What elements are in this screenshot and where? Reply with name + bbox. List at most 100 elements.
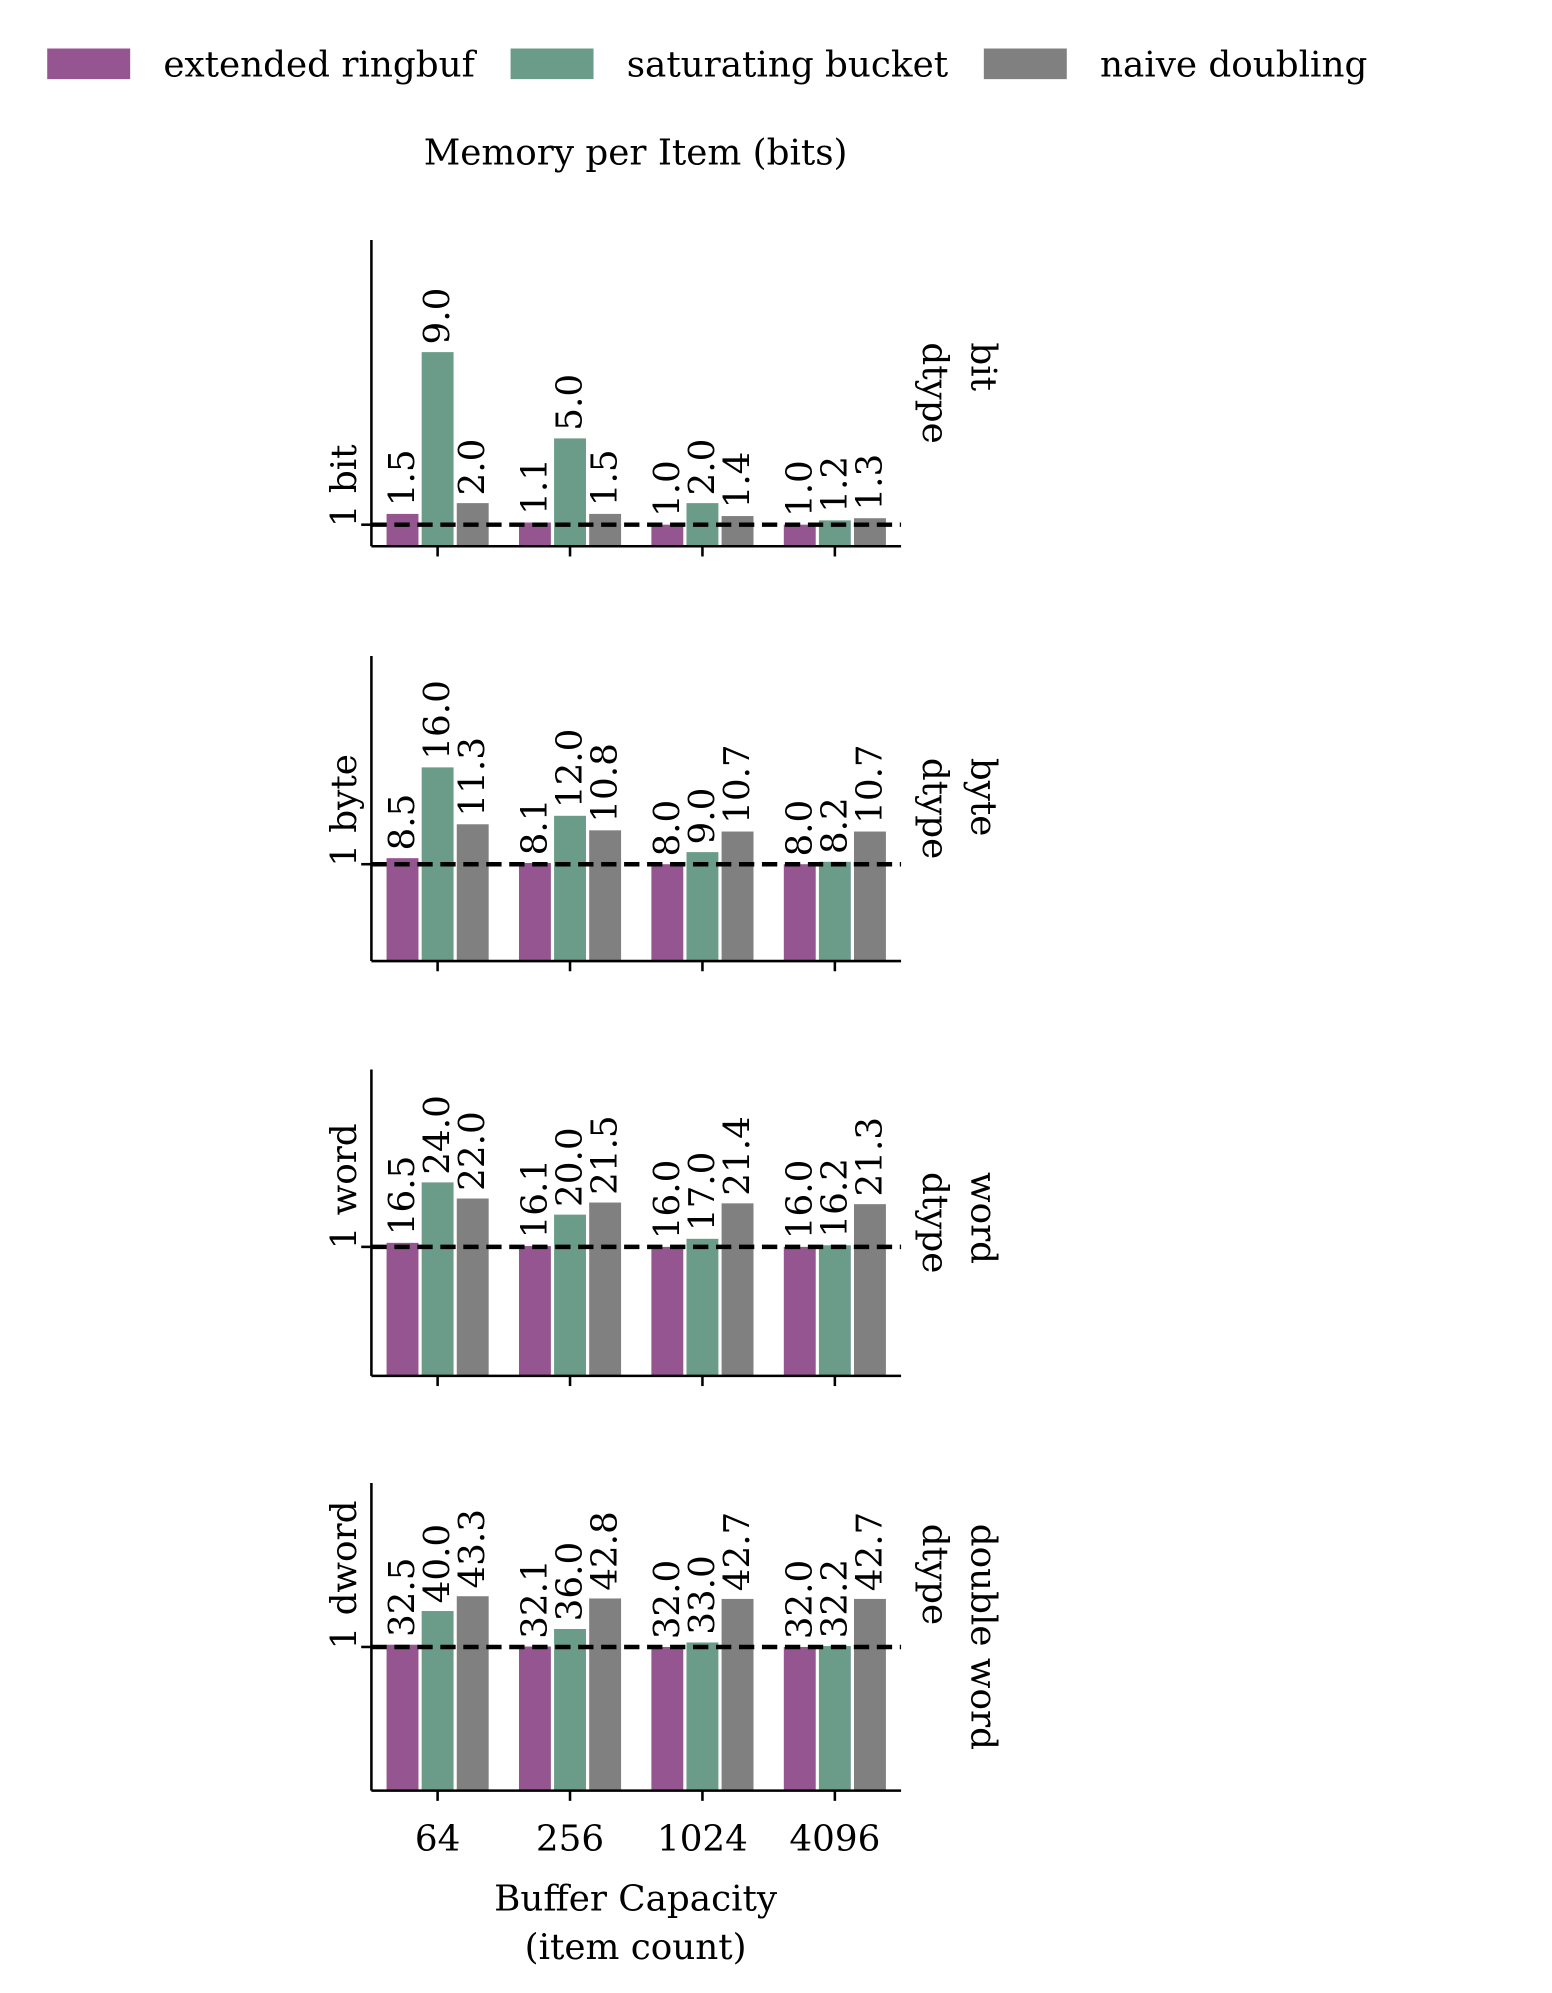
value-label: 5.0: [550, 374, 591, 431]
value-label: 42.7: [717, 1512, 758, 1592]
facet-label-line: byte: [962, 758, 1003, 837]
value-label: 8.2: [814, 797, 855, 854]
bar: [554, 1628, 586, 1791]
bar: [686, 1642, 719, 1791]
value-label: 16.1: [514, 1159, 555, 1239]
bar: [554, 815, 586, 962]
value-label: 8.5: [382, 794, 423, 851]
facet-label-line: dtype: [914, 758, 955, 859]
value-label: 11.3: [452, 737, 493, 817]
bar: [686, 852, 719, 962]
legend-label: saturating bucket: [627, 45, 949, 86]
value-label: 1.3: [849, 454, 890, 511]
value-label: 1.4: [717, 452, 758, 509]
bar: [386, 513, 419, 547]
facet-label-line: dtype: [914, 1524, 955, 1625]
value-label: 2.0: [682, 439, 723, 496]
facet-label-line: word: [962, 1172, 1003, 1264]
bar: [421, 352, 454, 547]
value-label: 10.7: [849, 744, 890, 824]
bar: [386, 1242, 419, 1376]
value-label: 42.7: [849, 1512, 890, 1592]
bar: [518, 1246, 551, 1376]
bar: [651, 524, 684, 547]
bar: [651, 864, 684, 962]
value-label: 1.0: [647, 460, 688, 517]
value-label: 40.0: [417, 1524, 458, 1604]
bar: [456, 824, 489, 962]
bar: [518, 522, 551, 547]
facet-label-line: double word: [962, 1524, 1003, 1750]
chart-title: Memory per Item (bits): [424, 133, 848, 174]
bar: [421, 1182, 454, 1376]
bar: [721, 1203, 754, 1376]
x-axis-label: (item count): [525, 1927, 747, 1968]
bar: [651, 1646, 684, 1791]
value-label: 16.0: [647, 1160, 688, 1240]
bar: [456, 1596, 489, 1791]
bar: [783, 864, 816, 962]
bar: [386, 858, 419, 962]
value-label: 8.0: [647, 800, 688, 857]
bar: [651, 1246, 684, 1376]
value-label: 8.0: [779, 800, 820, 857]
bar: [854, 1598, 886, 1791]
legend-swatch: [47, 48, 131, 80]
y-tick-label: 1 word: [324, 1123, 365, 1249]
value-label: 21.3: [849, 1117, 890, 1197]
bar: [554, 438, 586, 547]
bar: [721, 516, 754, 547]
value-label: 21.4: [717, 1116, 758, 1196]
bar: [589, 1202, 622, 1376]
bar: [421, 1611, 454, 1791]
bar: [783, 1246, 816, 1376]
x-axis-label: Buffer Capacity: [494, 1879, 778, 1920]
value-label: 10.8: [585, 743, 626, 823]
value-label: 9.0: [682, 788, 723, 845]
value-label: 17.0: [682, 1152, 723, 1232]
value-label: 20.0: [550, 1127, 591, 1207]
value-label: 1.2: [814, 456, 855, 513]
y-tick-label: 1 bit: [324, 444, 365, 527]
value-label: 16.5: [382, 1156, 423, 1236]
value-label: 36.0: [550, 1542, 591, 1622]
bar: [386, 1644, 419, 1791]
x-tick-label: 1024: [657, 1819, 748, 1860]
legend-swatch: [983, 48, 1067, 80]
bar: [589, 1598, 622, 1791]
value-label: 32.2: [814, 1559, 855, 1639]
value-label: 8.1: [514, 799, 555, 856]
value-label: 12.0: [550, 729, 591, 809]
bar: [518, 1646, 551, 1791]
bar: [783, 524, 816, 547]
bar: [854, 518, 886, 547]
legend-swatch: [510, 48, 594, 80]
bar: [554, 1214, 586, 1376]
value-label: 16.2: [814, 1158, 855, 1238]
value-label: 1.0: [779, 460, 820, 517]
legend-label: naive doubling: [1100, 45, 1367, 86]
value-label: 32.0: [779, 1560, 820, 1640]
bar: [854, 831, 886, 962]
bar: [721, 1598, 754, 1791]
value-label: 1.1: [514, 458, 555, 515]
bar: [589, 830, 622, 962]
y-tick-label: 1 dword: [324, 1501, 365, 1650]
bar: [818, 861, 851, 962]
bar: [589, 513, 622, 547]
y-tick-label: 1 byte: [324, 754, 365, 867]
value-label: 33.0: [682, 1555, 723, 1635]
value-label: 22.0: [452, 1111, 493, 1191]
bar: [721, 831, 754, 962]
facet-label-line: dtype: [914, 1172, 955, 1273]
value-label: 32.0: [647, 1560, 688, 1640]
bar: [518, 863, 551, 962]
value-label: 1.5: [382, 449, 423, 506]
value-label: 9.0: [417, 288, 458, 345]
value-label: 42.8: [585, 1511, 626, 1591]
facet-label-line: bit: [962, 342, 1003, 391]
